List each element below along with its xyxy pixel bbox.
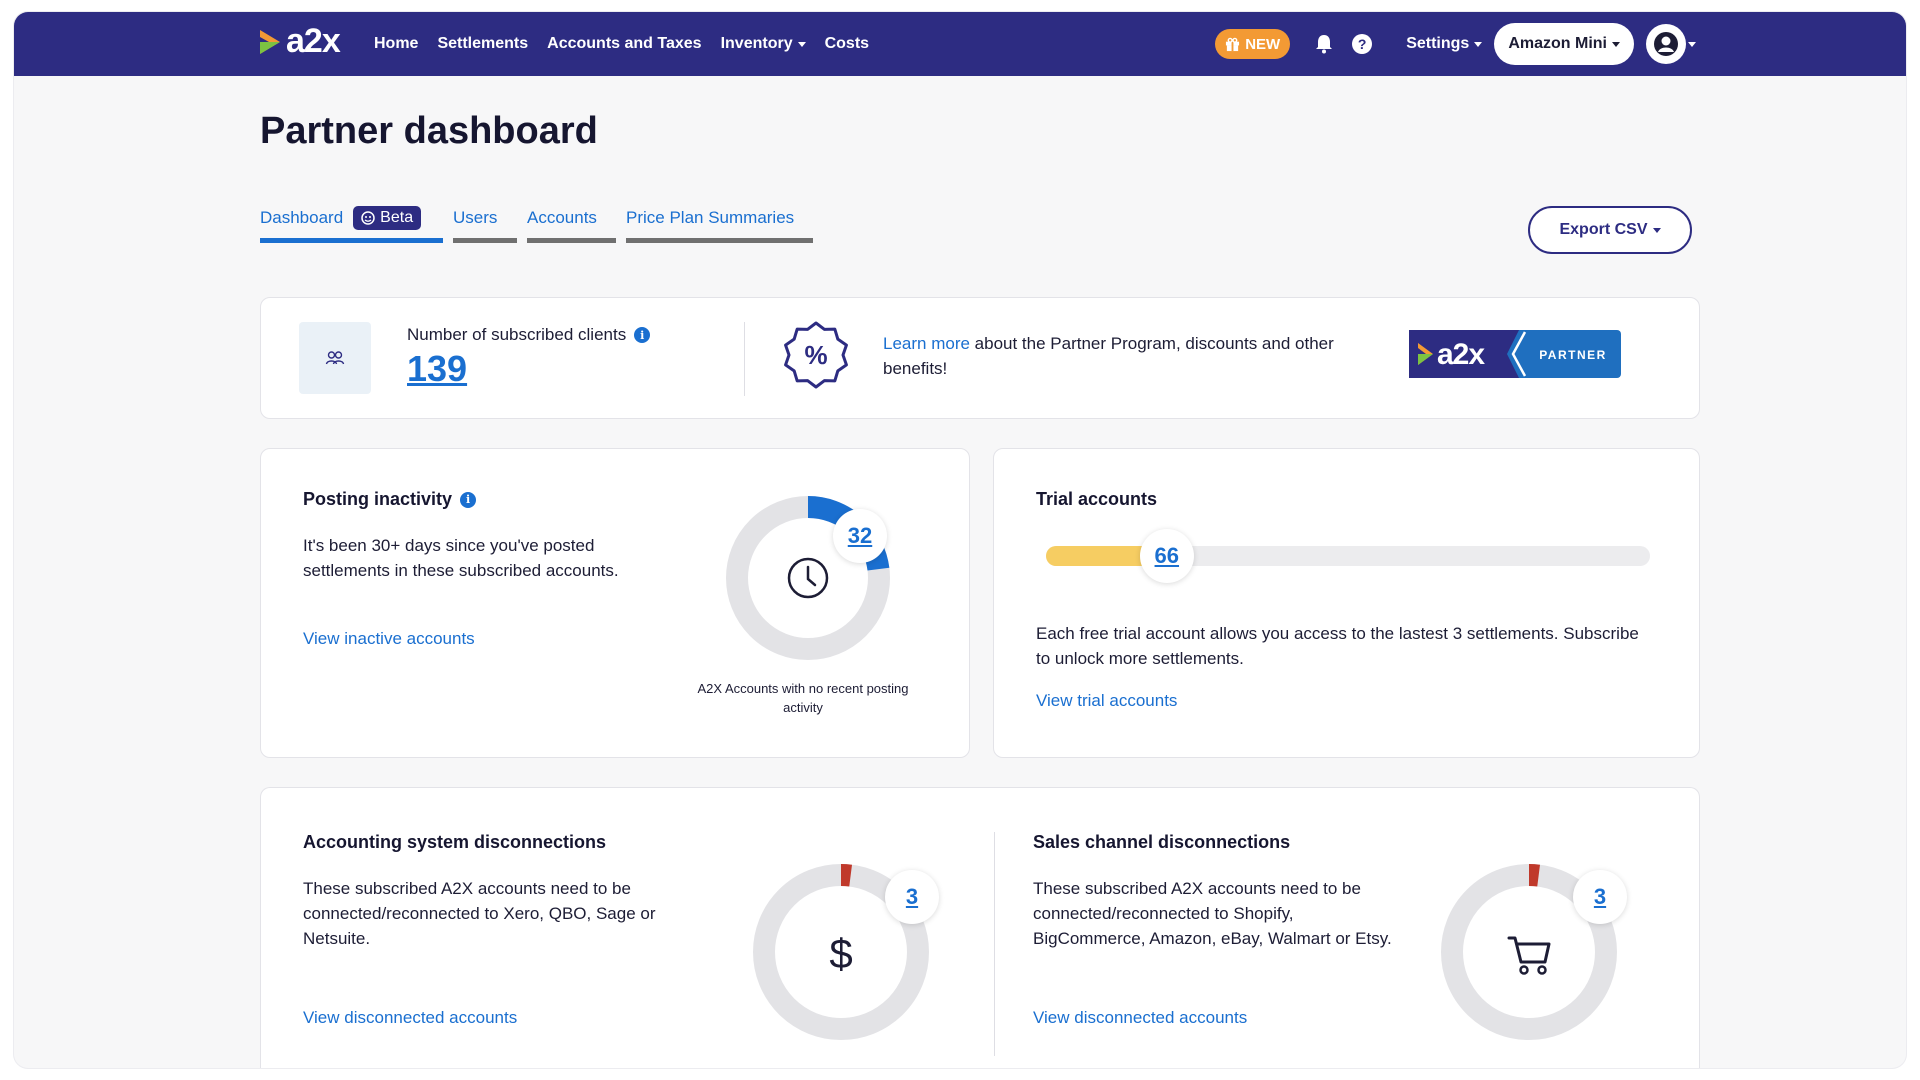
tab-underline <box>453 238 517 243</box>
chevron-down-icon <box>797 41 806 47</box>
trial-accounts-title: Trial accounts <box>1036 489 1158 509</box>
view-sales-disconnected-link[interactable]: View disconnected accounts <box>1033 1008 1248 1027</box>
tab-accounts-label: Accounts <box>527 208 597 227</box>
org-name: Amazon Mini <box>1508 35 1607 52</box>
posting-inactivity-title: Posting inactivity i <box>303 489 477 510</box>
accounting-disconnected-count-link[interactable]: 3 <box>885 870 939 924</box>
learn-more-link[interactable]: Learn more <box>883 334 970 353</box>
sales-disconnections-text: These subscribed A2X accounts need to be… <box>1033 879 1392 948</box>
nav-settlements[interactable]: Settlements <box>437 35 529 52</box>
nav-home[interactable]: Home <box>374 35 419 52</box>
sales-disconnected-count-link[interactable]: 3 <box>1573 870 1627 924</box>
disconnections-card: Accounting system disconnections These s… <box>260 787 1700 1068</box>
donut-value-arc <box>753 864 929 1040</box>
sales-donut-chart <box>1441 864 1617 1040</box>
inactive-count-link[interactable]: 32 <box>833 509 887 563</box>
partner-program-text: Learn more about the Partner Program, di… <box>883 331 1373 381</box>
learn-more-description: about the Partner Program, discounts and… <box>883 334 1334 378</box>
clients-label: Number of subscribed clients i <box>407 325 651 345</box>
posting-inactivity-text: It's been 30+ days since you've posted s… <box>303 536 619 580</box>
nav-costs[interactable]: Costs <box>824 35 870 52</box>
trial-accounts-text: Each free trial account allows you acces… <box>1036 624 1639 668</box>
tab-dashboard-label: Dashboard <box>260 208 344 227</box>
clients-icon <box>299 322 371 394</box>
view-accounting-disconnected-link[interactable]: View disconnected accounts <box>303 1008 518 1027</box>
tab-accounts[interactable]: Accounts <box>527 200 616 243</box>
partner-logo-text: a2x <box>1437 338 1485 371</box>
a2x-chevron-icon <box>260 29 280 54</box>
posting-inactivity-title-text: Posting inactivity <box>303 489 453 509</box>
percent-badge-icon: % <box>781 320 851 395</box>
a2x-logo[interactable]: a2x <box>258 22 341 61</box>
user-icon <box>1654 32 1678 56</box>
clock-icon <box>787 557 829 599</box>
new-badge-label: NEW <box>1245 35 1281 53</box>
donut-value-arc <box>1441 864 1617 1040</box>
chevron-down-icon <box>1652 227 1661 233</box>
subscribed-clients-card: Number of subscribed clients i 139 % Lea… <box>260 297 1700 419</box>
tab-underline <box>260 238 443 243</box>
tab-underline <box>626 238 813 243</box>
flask-icon <box>361 211 375 225</box>
help-icon[interactable]: ? <box>1350 32 1374 56</box>
tab-underline <box>527 238 616 243</box>
settings-label: Settings <box>1406 35 1470 52</box>
accounting-disconnections-text: These subscribed A2X accounts need to be… <box>303 879 656 948</box>
settings-menu[interactable]: Settings <box>1406 35 1483 53</box>
clients-count-link[interactable]: 139 <box>407 348 468 389</box>
nav-accounts-taxes[interactable]: Accounts and Taxes <box>547 35 702 52</box>
organization-switcher[interactable]: Amazon Mini <box>1494 23 1634 65</box>
export-csv-label: Export CSV <box>1559 221 1648 238</box>
main-nav: Home Settlements Accounts and Taxes Inve… <box>374 12 869 76</box>
chevron-down-icon <box>1474 41 1483 47</box>
divider <box>744 322 745 396</box>
nav-inventory-label: Inventory <box>720 35 793 52</box>
shopping-cart-icon <box>1507 936 1551 975</box>
trial-progress-fill <box>1046 546 1167 566</box>
divider <box>994 832 995 1056</box>
bell-icon[interactable] <box>1312 32 1336 56</box>
clients-label-text: Number of subscribed clients <box>407 325 627 344</box>
nav-inventory[interactable]: Inventory <box>721 35 806 53</box>
svg-text:%: % <box>804 340 827 370</box>
trial-accounts-card: Trial accounts 66 Each free trial accoun… <box>993 448 1700 758</box>
export-csv-button[interactable]: Export CSV <box>1528 206 1692 254</box>
partner-label: PARTNER <box>1539 348 1607 362</box>
trial-count-link[interactable]: 66 <box>1139 529 1194 583</box>
a2x-partner-logo: a2x PARTNER <box>1409 330 1621 383</box>
dashboard-tabs: Dashboard Beta Users Accounts Price Plan… <box>260 200 813 243</box>
view-trial-accounts-link[interactable]: View trial accounts <box>1036 691 1178 710</box>
top-navbar: a2x Home Settlements Accounts and Taxes … <box>14 12 1906 76</box>
gift-icon <box>1226 37 1240 51</box>
inactivity-donut-chart <box>726 496 890 660</box>
accounting-disconnections-title: Accounting system disconnections <box>303 832 607 852</box>
tab-price-plan-label: Price Plan Summaries <box>626 208 795 227</box>
info-icon[interactable]: i <box>460 491 477 508</box>
nav-right-group: NEW ? Settings Amazon Mini <box>1215 12 1696 76</box>
dollar-icon: $ <box>829 930 852 977</box>
app-frame: a2x Home Settlements Accounts and Taxes … <box>14 12 1906 1068</box>
view-inactive-accounts-link[interactable]: View inactive accounts <box>303 629 475 648</box>
info-icon[interactable]: i <box>634 327 651 343</box>
chevron-down-icon[interactable] <box>1688 41 1696 47</box>
donut-value-arc <box>726 496 890 660</box>
tab-price-plan-summaries[interactable]: Price Plan Summaries <box>626 200 813 243</box>
tab-dashboard[interactable]: Dashboard Beta <box>260 200 443 243</box>
inactivity-donut-caption: A2X Accounts with no recent posting acti… <box>697 681 909 715</box>
accounting-donut-chart: $ <box>753 864 929 1040</box>
page-title: Partner dashboard <box>260 110 598 152</box>
beta-label: Beta <box>380 209 414 226</box>
whats-new-button[interactable]: NEW <box>1215 29 1291 59</box>
trial-progress-bar <box>1046 546 1650 566</box>
tab-users[interactable]: Users <box>453 200 517 243</box>
tab-users-label: Users <box>453 208 498 227</box>
sales-disconnections-title: Sales channel disconnections <box>1033 832 1291 852</box>
user-avatar[interactable] <box>1646 24 1686 64</box>
logo-text: a2x <box>286 22 341 60</box>
posting-inactivity-card: Posting inactivity i It's been 30+ days … <box>260 448 970 758</box>
beta-badge: Beta <box>353 206 422 230</box>
chevron-down-icon <box>1612 41 1620 47</box>
